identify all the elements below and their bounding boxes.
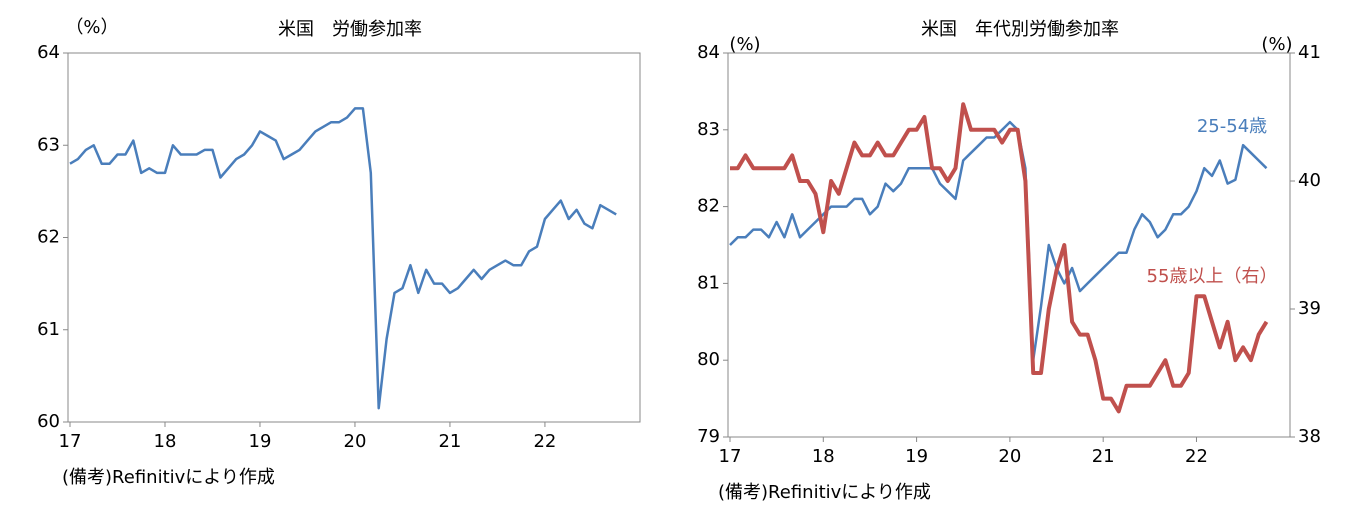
y2-tick-label: 38 (1298, 426, 1321, 447)
y2-unit-label: (%) (1261, 34, 1292, 55)
y-tick-label: 61 (37, 319, 60, 340)
series-line (69, 107, 617, 410)
chart-title: 米国 年代別労働参加率 (921, 19, 1119, 40)
x-tick-label: 18 (154, 431, 177, 452)
plot-frame (727, 52, 1291, 438)
x-tick-label: 20 (344, 431, 367, 452)
x-tick-label: 22 (533, 431, 556, 452)
x-tick-label: 17 (719, 446, 742, 467)
note: (備考)Refinitivにより作成 (62, 467, 275, 488)
x-tick-label: 22 (1185, 446, 1208, 467)
y-tick-label: 62 (37, 227, 60, 248)
series-line (730, 102, 1269, 414)
x-tick-label: 21 (438, 431, 461, 452)
x-tick-label: 20 (998, 446, 1021, 467)
x-tick-label: 19 (905, 446, 928, 467)
y-tick-label: 79 (697, 426, 720, 447)
y-unit-label: （%） (65, 17, 118, 38)
x-tick-label: 21 (1092, 446, 1115, 467)
y2-tick-label: 40 (1298, 170, 1321, 191)
y-unit-label: (%) (729, 34, 760, 55)
series-line (729, 120, 1268, 362)
y-tick-label: 80 (697, 349, 720, 370)
chart-title: 米国 労働参加率 (278, 19, 422, 40)
x-tick-label: 17 (59, 431, 82, 452)
series-label: 55歳以上（右） (1147, 266, 1278, 287)
note: (備考)Refinitivにより作成 (718, 482, 931, 503)
y-tick-label: 60 (37, 411, 60, 432)
y-tick-label: 82 (697, 196, 720, 217)
y-tick-label: 83 (697, 119, 720, 140)
x-tick-label: 18 (812, 446, 835, 467)
y-tick-label: 84 (697, 42, 720, 63)
y-tick-label: 63 (37, 134, 60, 155)
series-label: 25-54歳 (1197, 116, 1267, 137)
y2-tick-label: 39 (1298, 298, 1321, 319)
y-tick-label: 64 (37, 42, 60, 63)
y2-tick-label: 41 (1298, 42, 1321, 63)
x-tick-label: 19 (249, 431, 272, 452)
y-tick-label: 81 (697, 272, 720, 293)
